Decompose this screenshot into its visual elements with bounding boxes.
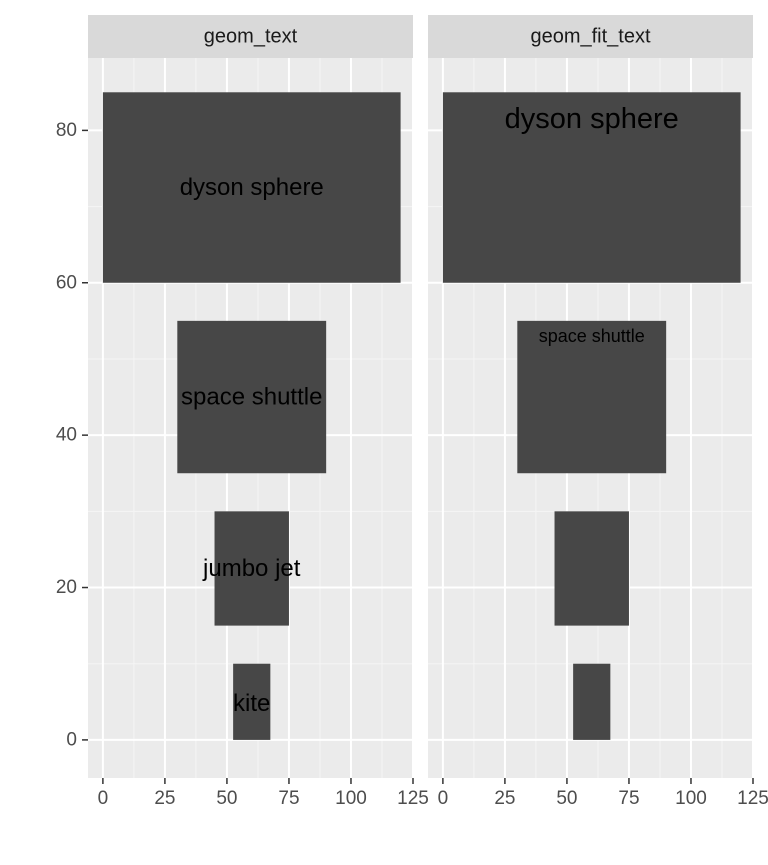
bar-jumbo-jet (214, 511, 289, 626)
y-tick-label: 80 (56, 120, 77, 141)
bar-kite (573, 663, 611, 740)
y-tick-label: 40 (56, 425, 77, 446)
x-tick-label: 50 (216, 788, 237, 809)
x-tick-label: 100 (675, 788, 707, 809)
x-tick-label: 75 (618, 788, 639, 809)
x-tick-label: 125 (737, 788, 768, 809)
x-tick-label: 50 (556, 788, 577, 809)
bar-space-shuttle (517, 320, 667, 474)
x-tick-label: 125 (397, 788, 429, 809)
label-dyson-sphere: dyson sphere (505, 103, 679, 135)
x-tick-label: 0 (98, 788, 109, 809)
x-tick-label: 25 (154, 788, 175, 809)
x-tick-label: 75 (278, 788, 299, 809)
x-tick-label: 100 (335, 788, 367, 809)
bar-space-shuttle (177, 320, 327, 474)
bar-dyson-sphere (442, 92, 741, 283)
facet-panel-1: kite jumbo jet space shuttle dyson sphere ge… (88, 15, 429, 809)
label-space-shuttle: space shuttle (539, 326, 645, 346)
bar-dyson-sphere (102, 92, 401, 283)
y-tick-label: 0 (66, 729, 77, 750)
label-space-shuttle: space shuttle (181, 384, 322, 411)
facet-panel-2: dyson sphere space shuttle geom_fit_text 0 2… (428, 15, 768, 809)
y-tick-label: 20 (56, 577, 77, 598)
strip-label: geom_text (204, 26, 298, 48)
y-tick-label: 60 (56, 272, 77, 293)
label-kite: kite (233, 690, 270, 717)
strip-label: geom_fit_text (530, 26, 651, 48)
x-tick-label: 0 (438, 788, 449, 809)
label-dyson-sphere: dyson sphere (180, 174, 324, 201)
strip-background (428, 15, 753, 58)
bar-jumbo-jet (554, 511, 629, 626)
strip-background (88, 15, 413, 58)
label-jumbo-jet: jumbo jet (202, 555, 301, 582)
x-tick-label: 25 (494, 788, 515, 809)
bar-kite (233, 663, 271, 740)
